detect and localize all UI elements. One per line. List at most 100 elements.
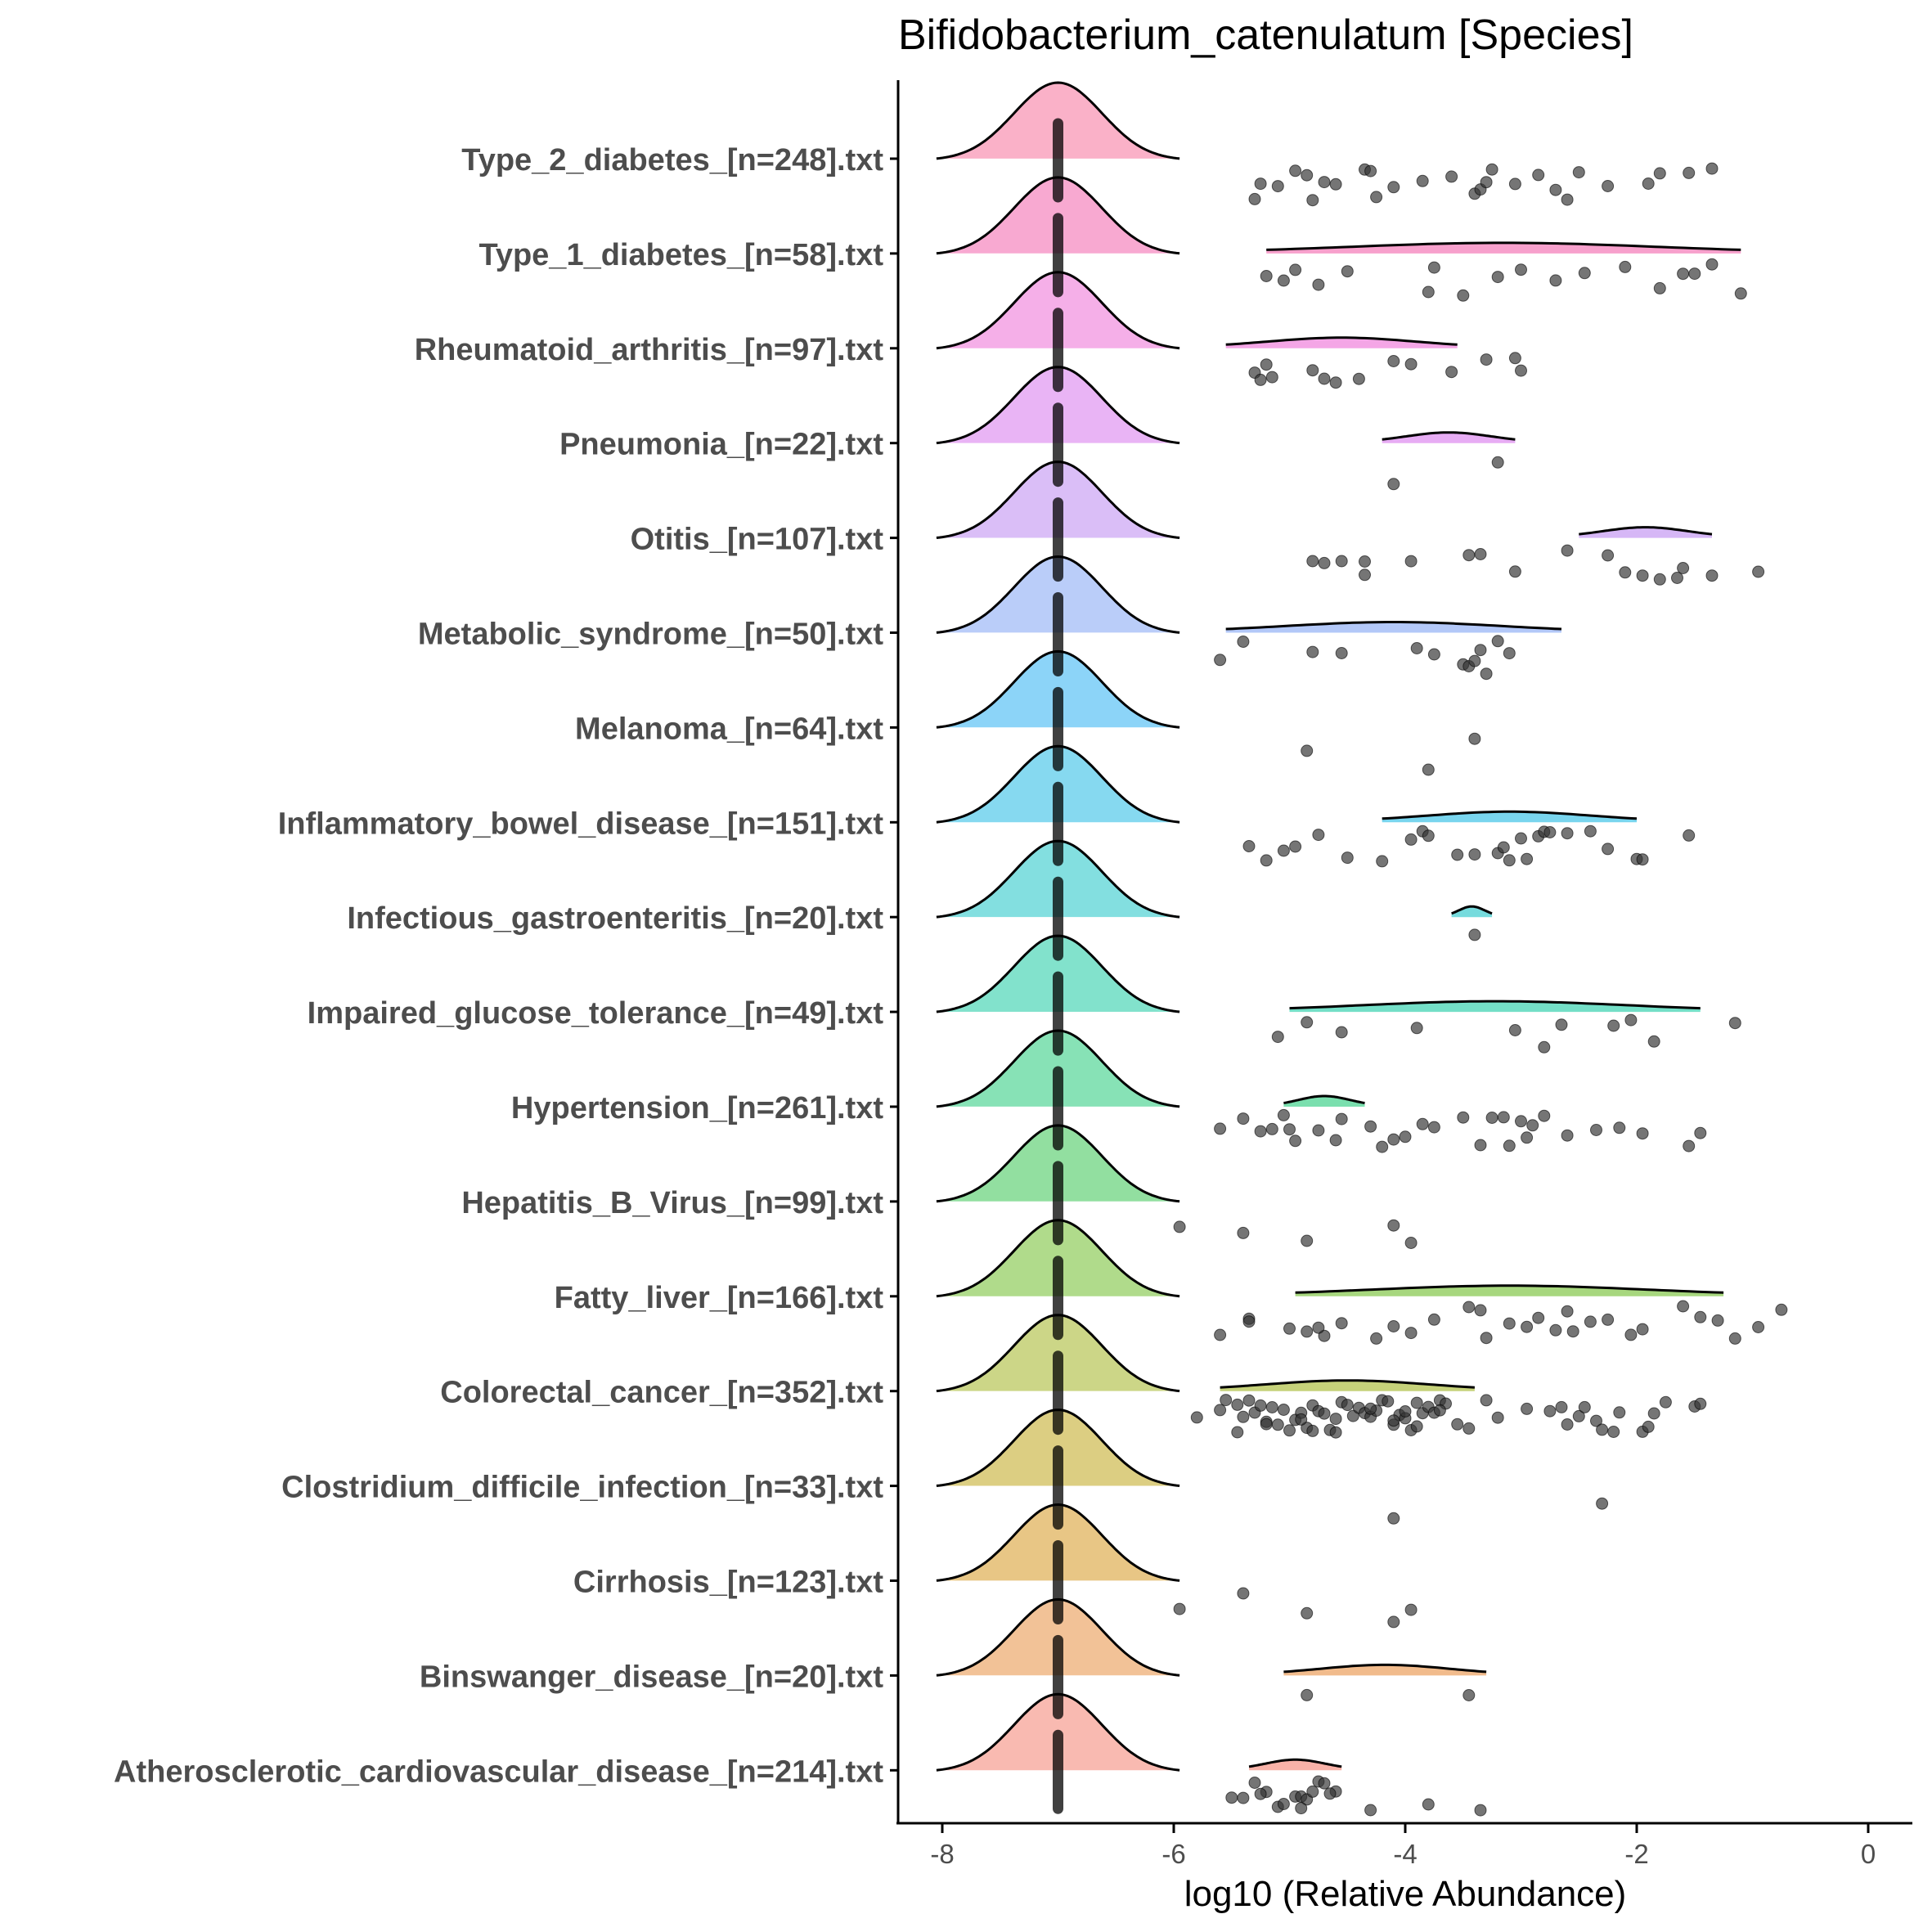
point-type-1-diabetes-n-58-txt-11 — [1653, 281, 1666, 294]
point-colorectal-cancer-n-352-txt-67 — [1306, 1424, 1319, 1437]
x-tick-label--8: -8 — [930, 1839, 954, 1869]
point-clostridium-difficile-infection-n-33-txt-1 — [1596, 1497, 1609, 1510]
point-atherosclerotic-cardiovascular-disease-n-214-txt-14 — [1422, 1798, 1435, 1811]
point-colorectal-cancer-n-352-txt-55 — [1642, 1420, 1655, 1433]
point-colorectal-cancer-n-352-txt-34 — [1410, 1396, 1423, 1409]
point-impaired-glucose-tolerance-n-49-txt-7 — [1607, 1019, 1620, 1032]
point-inflammatory-bowel-disease-n-151-txt-20 — [1602, 842, 1615, 856]
point-metabolic-syndrome-n-50-txt-0 — [1214, 654, 1227, 667]
point-hypertension-n-261-txt-29 — [1503, 1139, 1516, 1152]
point-melanoma-n-64-txt-2 — [1422, 763, 1435, 776]
point-hypertension-n-261-txt-17 — [1497, 1111, 1510, 1124]
point-fatty-liver-n-166-txt-14 — [1521, 1320, 1534, 1333]
point-colorectal-cancer-n-352-txt-43 — [1491, 1411, 1504, 1424]
point-otitis-n-107-txt-5 — [1404, 555, 1418, 568]
point-rheumatoid-arthritis-n-97-txt-10 — [1508, 352, 1521, 365]
point-hypertension-n-261-txt-18 — [1515, 1115, 1527, 1128]
point-inflammatory-bowel-disease-n-151-txt-3 — [1289, 840, 1302, 853]
point-type-2-diabetes-n-248-txt-17 — [1572, 166, 1585, 179]
point-cirrhosis-n-123-txt-1 — [1237, 1587, 1250, 1600]
point-impaired-glucose-tolerance-n-49-txt-2 — [1335, 1026, 1348, 1039]
points-layer — [1053, 118, 1788, 1817]
point-pneumonia-n-22-txt-1 — [1491, 456, 1504, 469]
y-axis-labels: Type_2_diabetes_[n=248].txt Type_1_diabet… — [114, 143, 898, 1789]
point-rheumatoid-arthritis-n-97-txt-5 — [1352, 372, 1365, 385]
point-colorectal-cancer-n-352-txt-3 — [1231, 1426, 1244, 1439]
x-tick-label--4: -4 — [1393, 1839, 1417, 1869]
point-fatty-liver-n-166-txt-16 — [1549, 1323, 1562, 1337]
y-label-hypertension-n-261-txt: Hypertension_[n=261].txt — [511, 1091, 883, 1126]
point-binswanger-disease-n-20-txt-1 — [1462, 1689, 1476, 1701]
x-axis-title: log10 (Relative Abundance) — [1184, 1874, 1627, 1914]
point-colorectal-cancer-n-352-txt-4 — [1237, 1410, 1250, 1423]
point-impaired-glucose-tolerance-n-49-txt-9 — [1647, 1035, 1660, 1048]
point-colorectal-cancer-n-352-txt-0 — [1190, 1411, 1203, 1424]
point-colorectal-cancer-n-352-txt-65 — [1433, 1404, 1446, 1417]
point-hypertension-n-261-txt-14 — [1457, 1111, 1470, 1124]
point-hepatitis-b-virus-n-99-txt-0 — [1173, 1220, 1186, 1233]
point-metabolic-syndrome-n-50-txt-8 — [1474, 644, 1487, 657]
x-tick-label--6: -6 — [1161, 1839, 1185, 1869]
point-colorectal-cancer-n-352-txt-10 — [1271, 1418, 1284, 1431]
point-hypertension-n-261-txt-30 — [1521, 1131, 1534, 1144]
subdist-outline-binswanger-disease-n-20-txt — [1283, 1663, 1487, 1674]
point-type-1-diabetes-n-58-txt-6 — [1491, 271, 1504, 284]
y-label-binswanger-disease-n-20-txt: Binswanger_disease_[n=20].txt — [420, 1660, 883, 1694]
chart-title: Bifidobacterium_catenulatum [Species] — [898, 11, 1633, 59]
point-atherosclerotic-cardiovascular-disease-n-214-txt-2 — [1248, 1777, 1261, 1789]
point-fatty-liver-n-166-txt-11 — [1462, 1301, 1476, 1314]
point-colorectal-cancer-n-352-txt-42 — [1480, 1394, 1493, 1407]
point-otitis-n-107-txt-15 — [1705, 569, 1719, 582]
point-metabolic-syndrome-n-50-txt-2 — [1306, 645, 1319, 658]
point-rheumatoid-arthritis-n-97-txt-7 — [1404, 357, 1418, 371]
point-impaired-glucose-tolerance-n-49-txt-0 — [1271, 1031, 1284, 1044]
point-inflammatory-bowel-disease-n-151-txt-9 — [1422, 829, 1435, 842]
subdist-outline-otitis-n-107-txt — [1579, 526, 1713, 536]
y-label-rheumatoid-arthritis-n-97-txt: Rheumatoid_arthritis_[n=97].txt — [415, 333, 884, 367]
point-fatty-liver-n-166-txt-25 — [1728, 1332, 1741, 1345]
point-fatty-liver-n-166-txt-12 — [1480, 1332, 1493, 1345]
ridges-layer — [936, 81, 1741, 1772]
point-otitis-n-107-txt-14 — [1671, 572, 1683, 584]
point-type-1-diabetes-n-58-txt-10 — [1619, 260, 1632, 273]
point-type-2-diabetes-n-248-txt-1 — [1271, 180, 1284, 193]
point-atherosclerotic-cardiovascular-disease-n-214-txt-11 — [1318, 1777, 1331, 1790]
point-type-2-diabetes-n-248-txt-16 — [1549, 183, 1562, 196]
point-inflammatory-bowel-disease-n-151-txt-11 — [1468, 848, 1481, 861]
y-label-colorectal-cancer-n-352-txt: Colorectal_cancer_[n=352].txt — [440, 1376, 883, 1410]
point-binswanger-disease-n-20-txt-0 — [1301, 1688, 1314, 1701]
point-inflammatory-bowel-disease-n-151-txt-0 — [1242, 840, 1256, 852]
point-hypertension-n-261-txt-0 — [1214, 1122, 1227, 1135]
point-fatty-liver-n-166-txt-13 — [1503, 1317, 1516, 1330]
point-type-1-diabetes-n-58-txt-1 — [1277, 274, 1290, 287]
y-label-infectious-gastroenteritis-n-20-txt: Infectious_gastroenteritis_[n=20].txt — [347, 901, 883, 936]
point-fatty-liver-n-166-txt-18 — [1584, 1315, 1597, 1328]
point-atherosclerotic-cardiovascular-disease-n-214-txt-13 — [1364, 1804, 1377, 1817]
point-type-2-diabetes-n-248-txt-26 — [1561, 193, 1574, 206]
point-type-1-diabetes-n-58-txt-12 — [1677, 267, 1690, 281]
point-colorectal-cancer-n-352-txt-41 — [1462, 1422, 1476, 1435]
point-type-2-diabetes-n-248-txt-18 — [1602, 180, 1615, 192]
point-hypertension-n-261-txt-13 — [1427, 1121, 1440, 1134]
point-rheumatoid-arthritis-n-97-txt-4 — [1329, 376, 1342, 389]
point-rheumatoid-arthritis-n-97-txt-9 — [1480, 353, 1493, 366]
point-inflammatory-bowel-disease-n-151-txt-25 — [1543, 826, 1557, 838]
point-type-1-diabetes-n-58-txt-2 — [1312, 278, 1325, 291]
point-pneumonia-n-22-txt-0 — [1387, 478, 1400, 491]
point-fatty-liver-n-166-txt-15 — [1532, 1311, 1545, 1324]
point-fatty-liver-n-166-txt-23 — [1694, 1310, 1707, 1323]
point-colorectal-cancer-n-352-txt-60 — [1260, 1418, 1273, 1431]
point-fatty-liver-n-166-txt-22 — [1677, 1300, 1690, 1313]
point-rheumatoid-arthritis-n-97-txt-6 — [1387, 355, 1400, 367]
point-colorectal-cancer-n-352-txt-49 — [1578, 1400, 1591, 1413]
x-axis-ticks: -8 -6 -4 -2 0 — [930, 1823, 1876, 1869]
point-melanoma-n-64-txt-1 — [1468, 732, 1481, 745]
subdist-outline-infectious-gastroenteritis-n-20-txt — [1451, 905, 1493, 915]
point-colorectal-cancer-n-352-txt-52 — [1607, 1426, 1620, 1438]
point-type-1-diabetes-n-58-txt-3 — [1341, 265, 1354, 278]
point-fatty-liver-n-166-txt-28 — [1312, 1321, 1325, 1334]
point-inflammatory-bowel-disease-n-151-txt-1 — [1260, 854, 1273, 867]
point-cirrhosis-n-123-txt-2 — [1301, 1606, 1314, 1620]
point-rheumatoid-arthritis-n-97-txt-11 — [1515, 364, 1527, 377]
point-rheumatoid-arthritis-n-97-txt-13 — [1318, 372, 1331, 385]
